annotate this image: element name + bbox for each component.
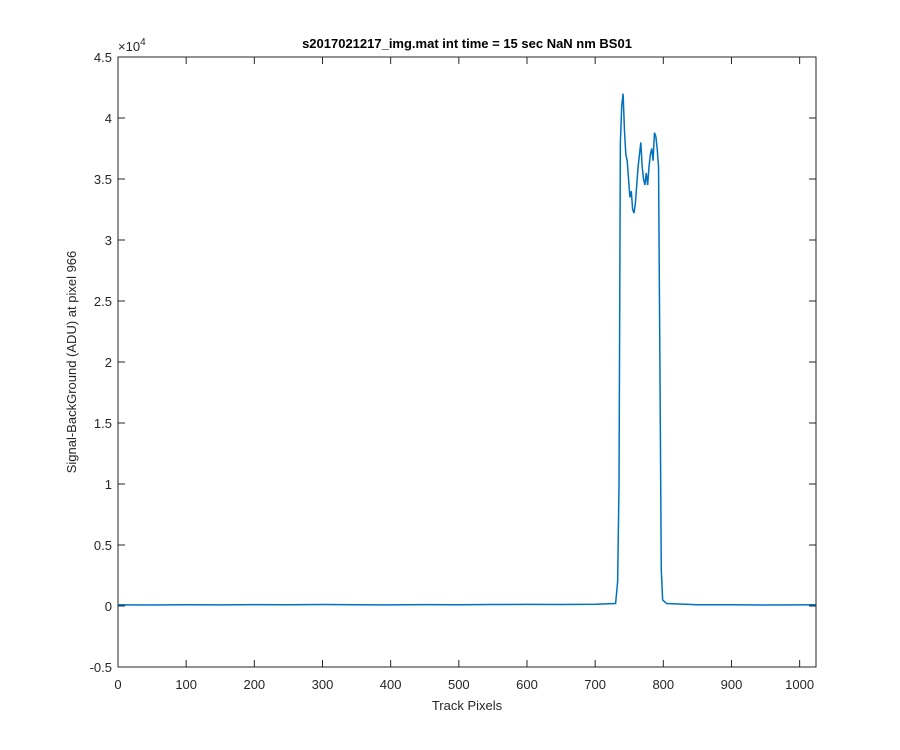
x-tick-label: 900	[721, 677, 743, 692]
x-tick-label: 600	[516, 677, 538, 692]
y-axis-label: Signal-BackGround (ADU) at pixel 966	[64, 251, 79, 474]
y-tick-label: 1	[105, 477, 112, 492]
y-tick-label: 2.5	[94, 294, 112, 309]
data-line	[117, 93, 817, 606]
y-tick-label: 4	[105, 111, 112, 126]
y-multiplier: ×104	[118, 37, 146, 54]
x-axis-label: Track Pixels	[432, 698, 503, 713]
y-tick-label: 3.5	[94, 172, 112, 187]
x-tick-label: 100	[175, 677, 197, 692]
x-tick-label: 200	[243, 677, 265, 692]
y-tick-label: -0.5	[90, 660, 112, 675]
y-tick-label: 0.5	[94, 538, 112, 553]
x-tick-label: 0	[114, 677, 121, 692]
x-tick-label: 800	[652, 677, 674, 692]
y-tick-label: 0	[105, 599, 112, 614]
y-tick-label: 1.5	[94, 416, 112, 431]
x-tick-label: 700	[584, 677, 606, 692]
x-tick-label: 400	[380, 677, 402, 692]
x-tick-label: 300	[312, 677, 334, 692]
y-multiplier-exponent: 4	[140, 37, 146, 48]
y-tick-label: 2	[105, 355, 112, 370]
chart-title: s2017021217_img.mat int time = 15 sec Na…	[302, 36, 632, 51]
y-tick-label: 4.5	[94, 50, 112, 65]
x-tick-label: 500	[448, 677, 470, 692]
y-tick-label: 3	[105, 233, 112, 248]
y-multiplier-base: ×10	[118, 39, 140, 54]
x-tick-label: 1000	[785, 677, 814, 692]
